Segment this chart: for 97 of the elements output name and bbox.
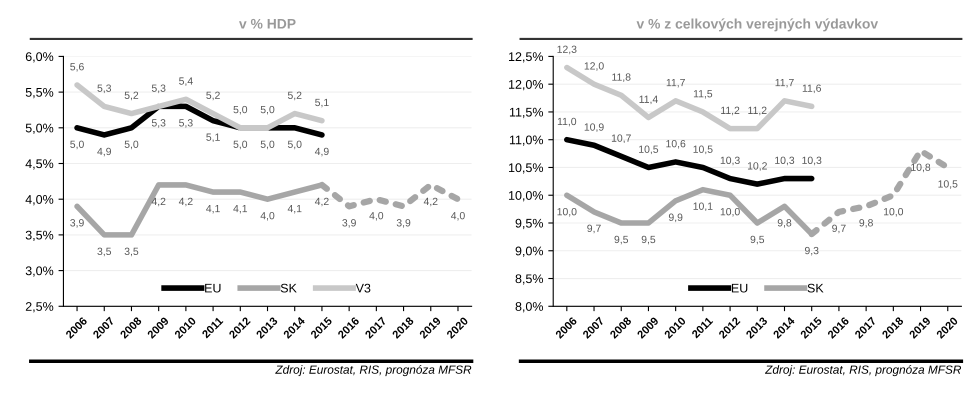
data-label: 10,6 <box>666 140 686 149</box>
legend-label: EU <box>205 284 220 293</box>
data-label: 9,8 <box>859 219 873 228</box>
data-label: 11,4 <box>639 96 658 104</box>
data-label: 5,1 <box>206 134 220 142</box>
data-label: 4,0 <box>260 212 274 221</box>
data-label: 5,6 <box>70 63 84 72</box>
text: Zdroj: Eurostat, RIS, prognóza MFSR <box>275 364 472 376</box>
y-tick-label: 10,5% <box>509 163 544 174</box>
data-label: 9,5 <box>614 236 628 244</box>
data-label: 10,5 <box>694 146 713 154</box>
y-tick-label: 3,0% <box>26 266 54 277</box>
data-label: 5,3 <box>179 119 193 128</box>
data-label: 10,8 <box>911 164 930 172</box>
data-label: 10,0 <box>720 208 740 217</box>
data-label: 3,9 <box>342 219 356 228</box>
data-label: 5,0 <box>233 106 248 114</box>
data-label: 10,0 <box>557 208 577 217</box>
data-label: 4,2 <box>424 198 438 206</box>
y-tick-label: 2,5% <box>26 302 54 312</box>
data-label: 4,0 <box>369 212 384 221</box>
y-tick-label: 4,0% <box>26 195 54 206</box>
data-label: 3,9 <box>396 219 410 228</box>
data-label: 9,9 <box>668 214 682 222</box>
data-label: 4,2 <box>314 198 329 206</box>
data-label: 11,0 <box>558 118 576 126</box>
data-label: 3,5 <box>97 248 112 256</box>
data-label: 11,8 <box>612 73 631 82</box>
y-tick-label: 8,0% <box>516 302 544 312</box>
data-label: 4,2 <box>152 198 166 206</box>
data-label: 4,1 <box>233 204 248 214</box>
data-label: 5,4 <box>179 77 193 86</box>
y-tick-label: 12,0% <box>509 80 544 90</box>
data-label: 5,0 <box>233 140 248 150</box>
data-label: 3,5 <box>124 248 138 256</box>
data-label: 12,3 <box>557 46 576 54</box>
data-label: 11,6 <box>802 84 822 94</box>
data-label: 5,2 <box>206 92 220 100</box>
legend-label: EU <box>732 284 748 293</box>
data-label: 5,0 <box>260 106 274 114</box>
data-label: 10,3 <box>802 156 822 166</box>
data-label: 10,1 <box>694 202 712 212</box>
data-label: 5,0 <box>124 140 138 150</box>
y-tick-label: 8,5% <box>516 274 544 285</box>
y-tick-label: 11,5% <box>510 108 544 118</box>
data-label: 5,3 <box>97 84 112 94</box>
y-tick-label: 5,0% <box>26 124 54 134</box>
data-label: 9,3 <box>804 246 818 256</box>
data-label: 4,9 <box>97 148 111 156</box>
data-label: 9,5 <box>642 236 656 244</box>
data-label: 9,8 <box>778 219 792 228</box>
data-label: 11,7 <box>776 79 794 88</box>
data-label: 11,2 <box>748 106 767 116</box>
data-label: 9,7 <box>832 224 846 234</box>
y-tick-label: 6,0% <box>26 52 54 63</box>
data-label: 10,3 <box>775 156 794 166</box>
text: Zdroj: Eurostat, RIS, prognóza MFSR <box>764 364 962 376</box>
data-label: 4,9 <box>314 148 329 156</box>
y-tick-label: 9,0% <box>516 246 544 257</box>
legend-label: SK <box>808 284 824 293</box>
data-label: 10,5 <box>938 180 958 189</box>
data-label: 9,7 <box>587 224 601 234</box>
data-label: 5,2 <box>288 92 302 100</box>
data-label: 5,3 <box>152 119 166 128</box>
data-label: 4,1 <box>206 204 220 214</box>
data-label: 5,2 <box>124 92 138 100</box>
y-tick-label: 9,5% <box>516 218 544 230</box>
data-label: 4,0 <box>450 212 465 221</box>
chart-subtitle: v % HDP <box>239 18 296 29</box>
data-label: 3,9 <box>70 219 84 228</box>
y-tick-label: 12,5% <box>509 52 544 63</box>
data-label: 10,2 <box>748 162 767 171</box>
data-label: 10,5 <box>639 146 658 154</box>
data-label: 5,0 <box>260 140 274 150</box>
y-tick-label: 5,5% <box>26 88 54 98</box>
data-label: 4,2 <box>178 198 193 206</box>
chart-subtitle: v % z celkových verejných výdavkov <box>636 18 878 32</box>
data-label: 5,0 <box>288 140 302 150</box>
data-label: 5,3 <box>152 84 166 94</box>
legend-label: SK <box>280 284 297 293</box>
legend-label: V3 <box>356 284 370 293</box>
y-tick-label: 4,5% <box>26 159 54 170</box>
data-label: 4,1 <box>288 204 302 214</box>
data-label: 11,5 <box>694 90 712 99</box>
data-label: 10,9 <box>584 123 604 132</box>
y-tick-label: 11,0% <box>510 136 544 146</box>
data-label: 10,0 <box>884 208 904 217</box>
data-label: 5,0 <box>70 140 84 150</box>
data-label: 12,0 <box>584 62 604 71</box>
data-label: 9,5 <box>750 236 764 244</box>
data-label: 11,7 <box>666 79 685 88</box>
y-tick-label: 3,5% <box>26 230 54 242</box>
data-label: 5,1 <box>315 98 329 108</box>
data-label: 10,3 <box>720 156 740 166</box>
data-label: 11,2 <box>721 106 740 116</box>
data-label: 10,7 <box>612 134 631 144</box>
y-tick-label: 10,0% <box>509 191 544 202</box>
